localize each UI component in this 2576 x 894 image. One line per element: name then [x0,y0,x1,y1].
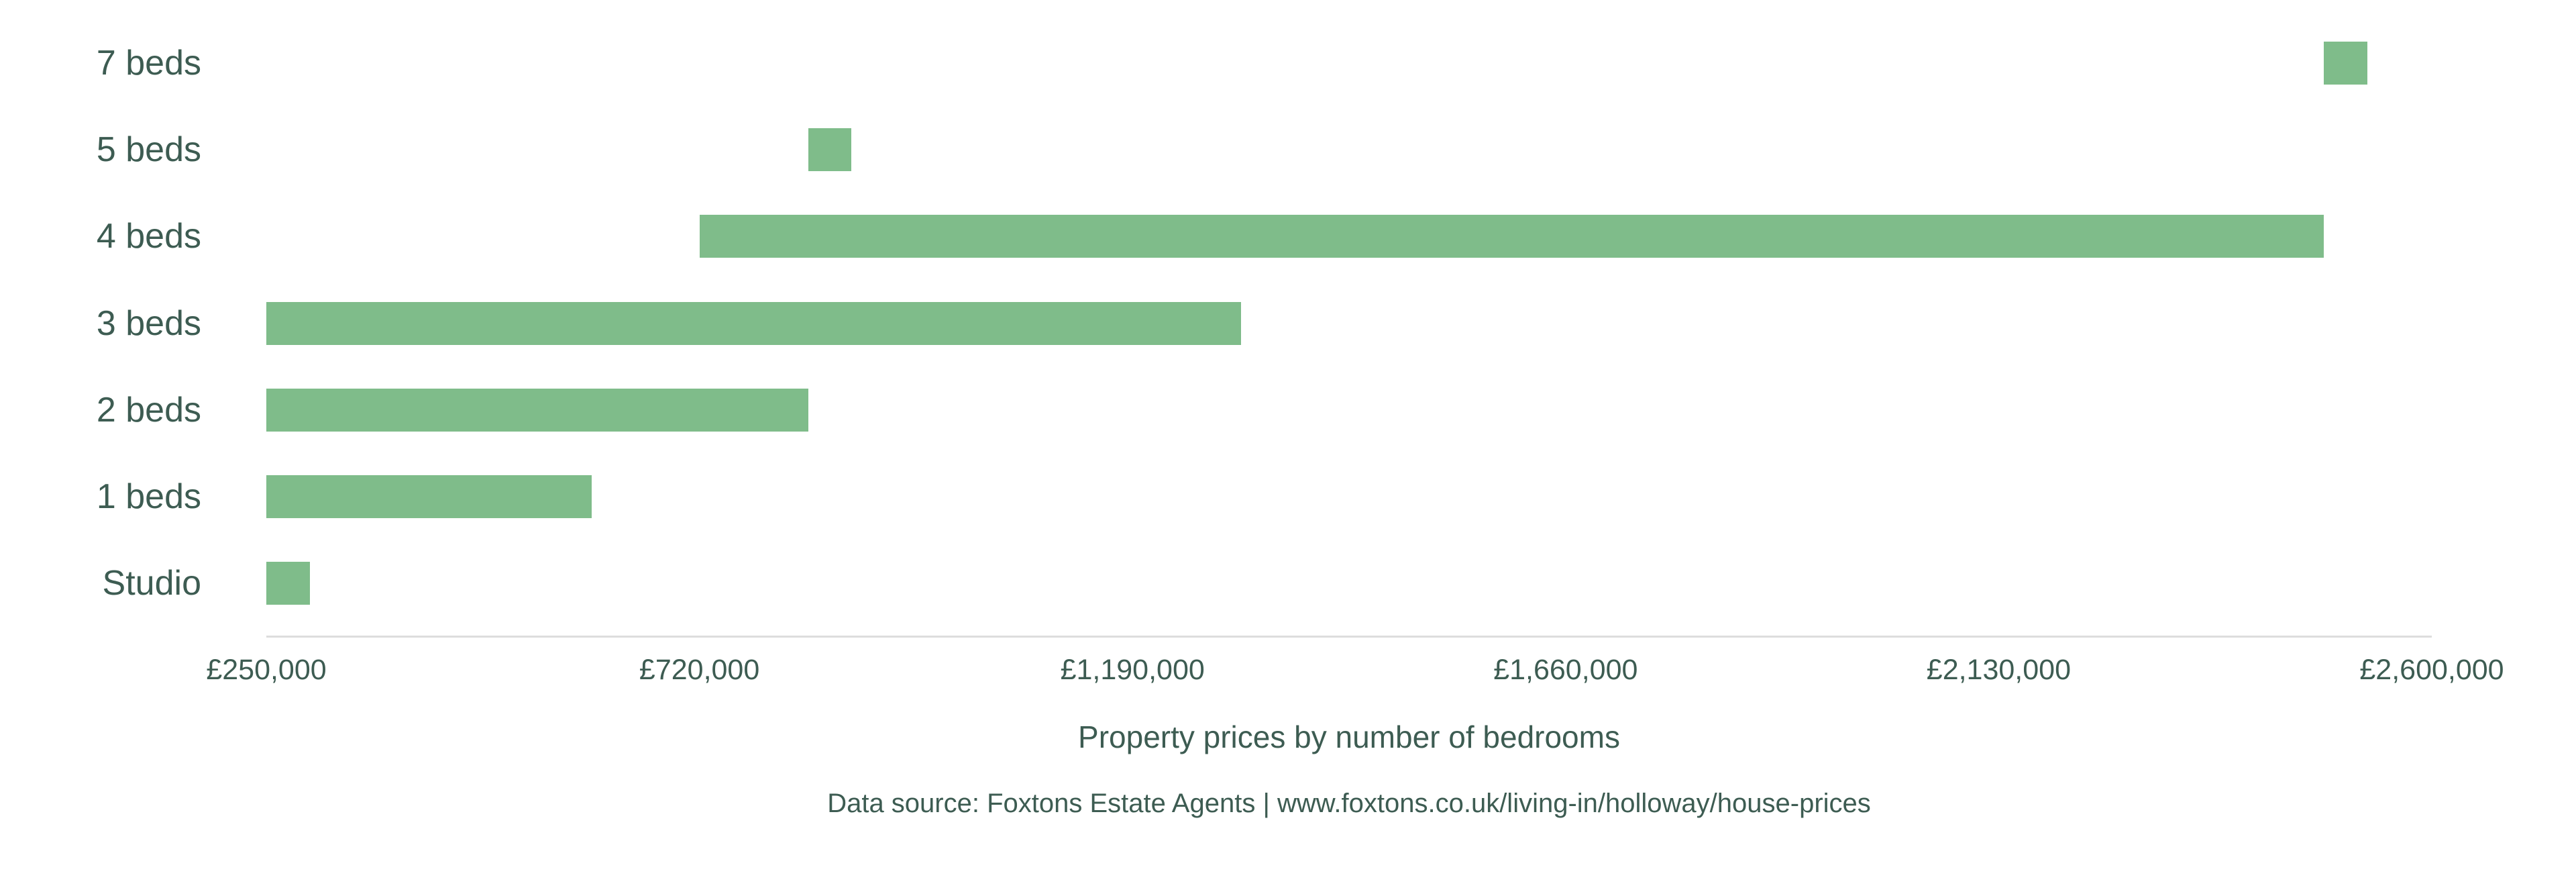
price-range-bar [266,475,592,518]
data-source-note: Data source: Foxtons Estate Agents | www… [827,789,1871,818]
price-range-bar [699,215,2324,258]
x-axis-title: Property prices by number of bedrooms [1078,719,1620,754]
x-axis-line [266,636,2432,638]
price-range-bar [266,302,1242,345]
x-tick-label: £2,600,000 [2359,654,2504,686]
row-label: 2 beds [96,391,201,430]
x-tick-label: £2,130,000 [1926,654,2071,686]
x-tick-label: £1,190,000 [1060,654,1205,686]
row-label: Studio [102,564,201,603]
price-range-bar [2324,42,2367,85]
x-tick-label: £720,000 [639,654,760,686]
x-tick-label: £1,660,000 [1493,654,1638,686]
row-label: 4 beds [96,217,201,256]
price-range-bar [266,562,310,605]
row-label: 7 beds [96,44,201,83]
price-range-bar [266,389,808,432]
price-range-bar [808,128,852,171]
row-label: 5 beds [96,130,201,169]
x-tick-label: £250,000 [206,654,327,686]
row-label: 1 beds [96,477,201,516]
row-label: 3 beds [96,304,201,343]
